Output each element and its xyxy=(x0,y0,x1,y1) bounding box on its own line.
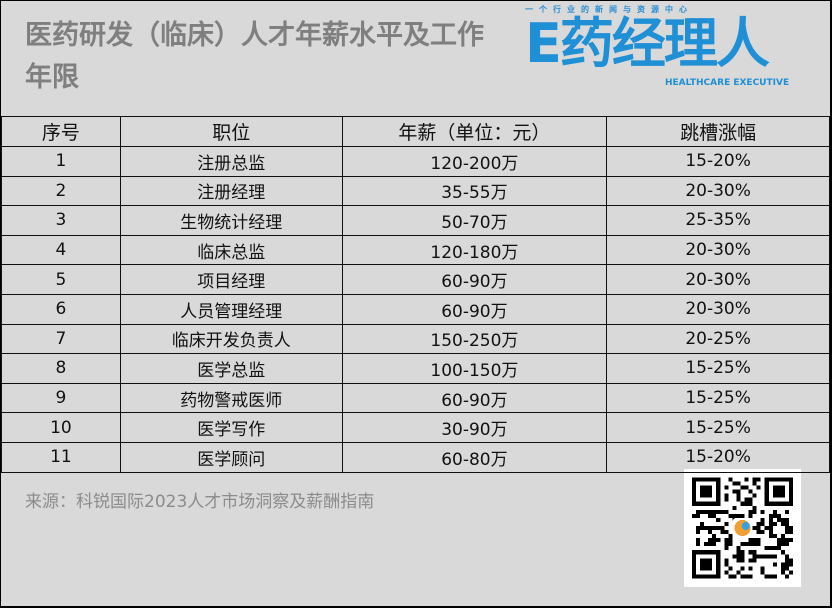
logo-name: E药经理人 xyxy=(525,12,770,75)
table-cell: 60-90万 xyxy=(341,382,608,414)
table-cell: 11 xyxy=(1,441,121,473)
table-cell: 50-70万 xyxy=(341,205,608,236)
table-cell: 临床总监 xyxy=(119,234,343,266)
table-cell: 20-30% xyxy=(606,264,830,295)
source-note: 来源：科锐国际2023人才市场洞察及薪酬指南 xyxy=(25,492,375,512)
table-cell: 150-250万 xyxy=(341,323,608,355)
table-cell: 项目经理 xyxy=(119,264,343,295)
table-cell: 25-35% xyxy=(606,205,830,236)
table-cell: 60-80万 xyxy=(341,441,608,473)
table-cell: 医学总监 xyxy=(119,353,343,384)
table-cell: 120-180万 xyxy=(341,234,608,266)
table-cell: 30-90万 xyxy=(341,412,608,443)
table-cell: 15-25% xyxy=(606,382,830,414)
table-row: 8 医学总监 100-150万 15-25% xyxy=(1,353,830,384)
table-cell: 6 xyxy=(1,293,121,325)
table-cell: 4 xyxy=(1,234,121,266)
column-header: 职位 xyxy=(119,116,343,147)
table-cell: 医学写作 xyxy=(119,412,343,443)
table-cell: 20-30% xyxy=(606,293,830,325)
table-cell: 20-30% xyxy=(606,234,830,266)
table-cell: 15-20% xyxy=(606,146,830,177)
table-cell: 60-90万 xyxy=(341,293,608,325)
table-row: 1 注册总监 120-200万 15-20% xyxy=(1,146,830,177)
column-header: 序号 xyxy=(1,116,121,147)
table-cell: 60-90万 xyxy=(341,264,608,295)
page-title: 医药研发（临床）人才年薪水平及工作年限 xyxy=(25,20,484,93)
table-cell: 医学顾问 xyxy=(119,441,343,473)
table-cell: 15-25% xyxy=(606,412,830,443)
table-cell: 2 xyxy=(1,175,121,207)
table-row: 9 药物警戒医师 60-90万 15-25% xyxy=(1,382,830,414)
table-cell: 3 xyxy=(1,205,121,236)
table-cell: 临床开发负责人 xyxy=(119,323,343,355)
column-header: 年薪（单位：元） xyxy=(341,116,608,147)
table-cell: 15-25% xyxy=(606,353,830,384)
column-header: 跳槽涨幅 xyxy=(606,116,830,147)
logo-tagline: 一个行业的新闻与资源中心 xyxy=(525,5,693,14)
table-row: 7 临床开发负责人 150-250万 20-25% xyxy=(1,323,830,355)
table-header: 序号 职位 年薪（单位：元） 跳槽涨幅 xyxy=(1,116,830,147)
table-row: 5 项目经理 60-90万 20-30% xyxy=(1,264,830,295)
table-cell: 1 xyxy=(1,146,121,177)
table-cell: 15-20% xyxy=(606,441,830,473)
table-cell: 人员管理经理 xyxy=(119,293,343,325)
table-cell: 生物统计经理 xyxy=(119,205,343,236)
table-cell: 20-30% xyxy=(606,175,830,207)
table-cell: 8 xyxy=(1,353,121,384)
table-row: 3 生物统计经理 50-70万 25-35% xyxy=(1,205,830,236)
table-row: 11 医学顾问 60-80万 15-20% xyxy=(1,441,830,473)
table-cell: 5 xyxy=(1,264,121,295)
table-cell: 10 xyxy=(1,412,121,443)
table-cell: 注册经理 xyxy=(119,175,343,207)
table-cell: 药物警戒医师 xyxy=(119,382,343,414)
salary-table: 序号 职位 年薪（单位：元） 跳槽涨幅 1 注册总监 120-200万 15-20% 2 注册经… xyxy=(1,116,830,473)
table-cell: 100-150万 xyxy=(341,353,608,384)
table-cell: 35-55万 xyxy=(341,175,608,207)
logo: 一个行业的新闻与资源中心 E药经理人 HEALTHCARE EXECUTIVE xyxy=(525,3,817,95)
table-cell: 7 xyxy=(1,323,121,355)
table-row: 10 医学写作 30-90万 15-25% xyxy=(1,412,830,443)
table-row: 2 注册经理 35-55万 20-30% xyxy=(1,175,830,207)
table-cell: 120-200万 xyxy=(341,146,608,177)
table-cell: 注册总监 xyxy=(119,146,343,177)
table-cell: 20-25% xyxy=(606,323,830,355)
table-row: 6 人员管理经理 60-90万 20-30% xyxy=(1,293,830,325)
logo-english: HEALTHCARE EXECUTIVE xyxy=(665,78,790,88)
qr-code-icon xyxy=(684,469,801,587)
table-cell: 9 xyxy=(1,382,121,414)
table-row: 4 临床总监 120-180万 20-30% xyxy=(1,234,830,266)
